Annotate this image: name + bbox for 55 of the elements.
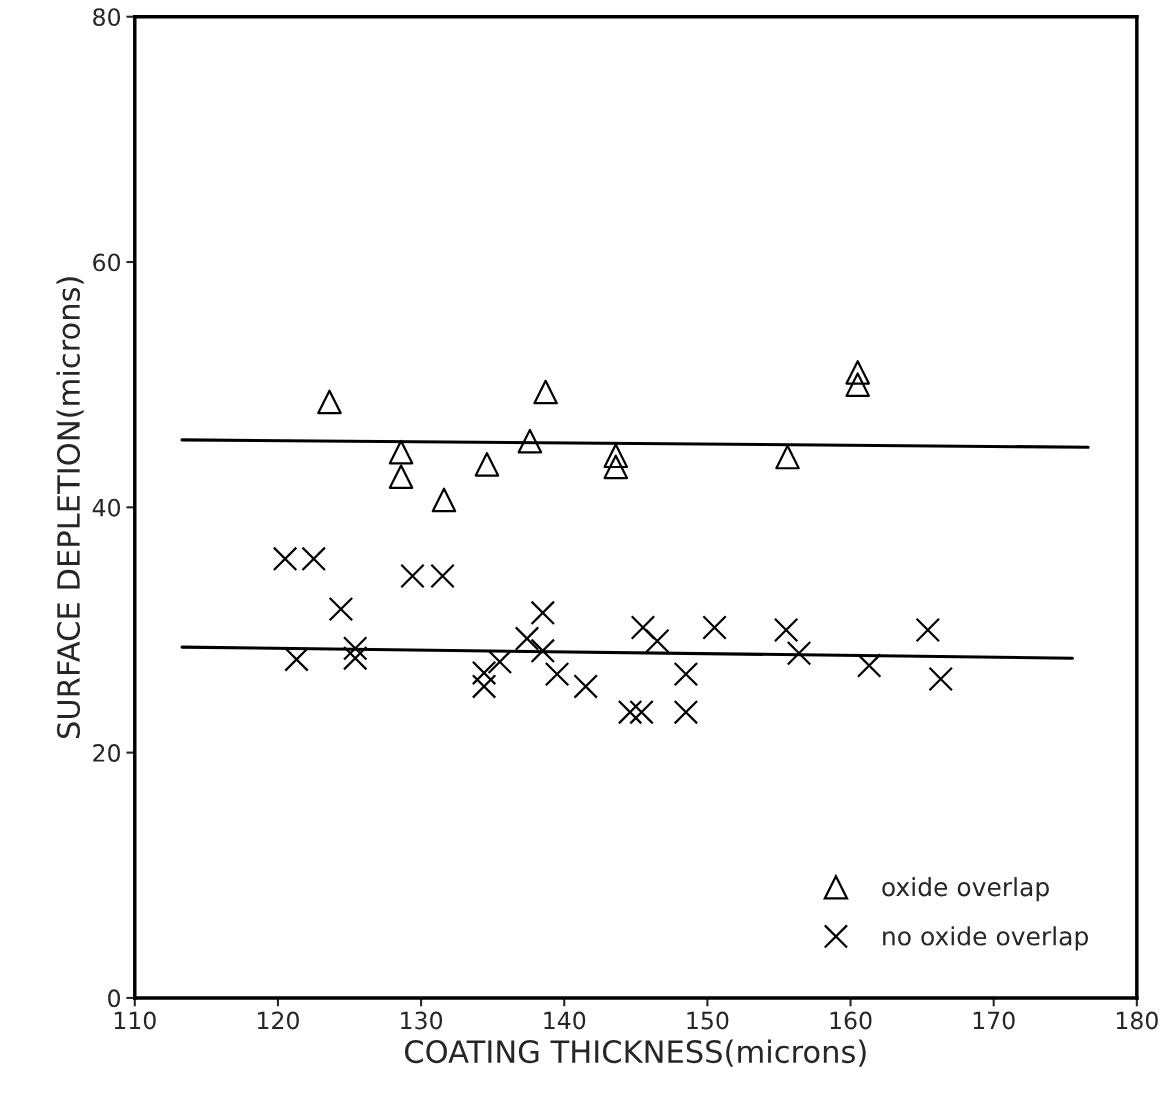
x-tick-label: 180 [1116, 1011, 1158, 1030]
point [342, 636, 368, 661]
point [845, 372, 870, 397]
point [630, 615, 656, 640]
legend-label: oxide overlap [882, 877, 1049, 902]
point [673, 661, 699, 687]
point [400, 563, 425, 589]
x-tick-label: 150 [687, 1011, 729, 1030]
point [786, 640, 812, 666]
point [603, 443, 629, 469]
point [928, 666, 954, 692]
y-tick-label: 80 [93, 8, 121, 27]
point [328, 596, 354, 622]
point [471, 674, 497, 699]
x-axis-title: COATING THICKNESS(microns) [405, 1039, 866, 1067]
point [629, 699, 654, 725]
point [514, 626, 540, 651]
point [530, 600, 556, 626]
point [272, 546, 298, 572]
point [474, 452, 500, 477]
legend-label: no oxide overlap [883, 926, 1088, 951]
y-tick-label: 0 [108, 989, 121, 1008]
x-tick-label: 110 [114, 1011, 156, 1030]
point [431, 487, 457, 513]
x-tick-label: 140 [544, 1011, 586, 1030]
y-tick-label: 20 [93, 744, 121, 762]
point [487, 649, 513, 675]
point [284, 647, 309, 672]
point [644, 628, 670, 654]
point [430, 563, 455, 589]
x-tick-label: 170 [973, 1011, 1015, 1030]
y-tick-label: 60 [93, 253, 121, 272]
point [342, 645, 368, 671]
x-tick-label: 130 [401, 1011, 443, 1030]
point [845, 360, 870, 385]
point [317, 389, 342, 415]
point [915, 617, 941, 643]
point [388, 464, 414, 489]
x-tick-label: 120 [257, 1011, 299, 1030]
x-tick-label: 160 [830, 1011, 872, 1030]
y-axis-title: SURFACE DEPLETION(microns) [56, 277, 84, 739]
point [471, 660, 497, 686]
y-tick-label: 40 [92, 498, 121, 517]
point [617, 699, 643, 725]
point [301, 546, 327, 572]
point [702, 615, 727, 640]
point [773, 617, 799, 643]
point [533, 379, 558, 405]
point [775, 444, 800, 470]
point [603, 454, 629, 480]
point [517, 428, 543, 454]
point [673, 699, 699, 725]
point [544, 661, 570, 687]
point [573, 674, 599, 699]
point [530, 638, 556, 664]
